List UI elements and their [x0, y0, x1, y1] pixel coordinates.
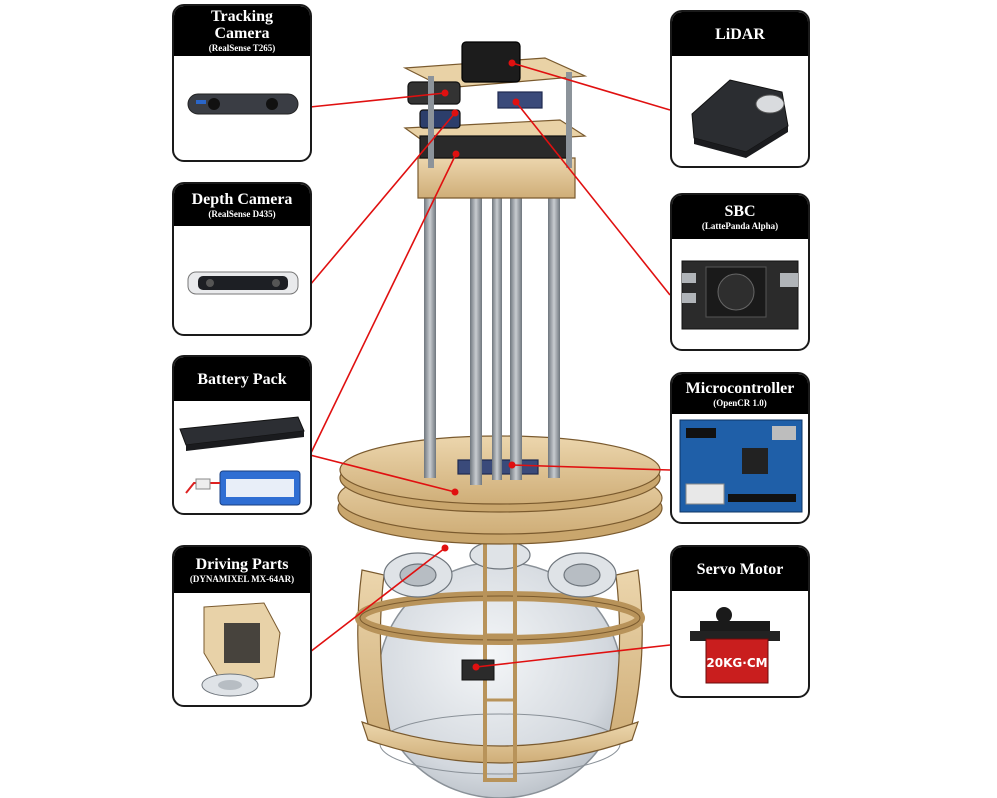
card-title: Driving Parts	[195, 555, 289, 573]
card-subtitle: (LattePanda Alpha)	[701, 220, 779, 231]
card-title: Depth Camera	[191, 190, 293, 208]
callout-dots	[441, 59, 520, 671]
card-title: Tracking Camera	[211, 8, 273, 42]
card-title: Servo Motor	[696, 560, 784, 578]
card-subtitle: (OpenCR 1.0)	[713, 397, 767, 408]
card-subtitle: (DYNAMIXEL MX-64AR)	[189, 573, 295, 584]
card-title: Microcontroller	[685, 379, 795, 397]
card-microcontroller: Microcontroller (OpenCR 1.0)	[670, 372, 810, 524]
tracking-camera-icon	[187, 93, 299, 115]
sbc-board-icon	[681, 260, 799, 330]
card-subtitle: (RealSense D435)	[208, 208, 276, 219]
card-subtitle: (RealSense T265)	[208, 43, 276, 53]
lower-frame	[355, 569, 645, 764]
card-battery-pack: Battery Pack	[172, 355, 312, 515]
card-title: LiDAR	[715, 25, 765, 43]
card-depth-camera: Depth Camera (RealSense D435)	[172, 182, 312, 336]
card-title: Battery Pack	[197, 370, 287, 388]
upper-housing	[402, 41, 588, 199]
driving-parts-icon	[201, 602, 281, 697]
card-title: SBC	[724, 202, 756, 220]
card-tracking-camera: Tracking Camera (RealSense T265)	[172, 4, 312, 162]
card-servo-motor: Servo Motor 20KG·CM	[670, 545, 810, 698]
card-sbc: SBC (LattePanda Alpha)	[670, 193, 810, 351]
callout-lines	[309, 62, 671, 668]
microcontroller-board-icon	[679, 419, 803, 513]
card-lidar: LiDAR	[670, 10, 810, 168]
support-rods	[424, 178, 560, 485]
servo-label: 20KG·CM	[706, 656, 767, 670]
battery-pack-icon	[179, 416, 305, 506]
depth-camera-icon	[187, 271, 299, 295]
lidar-icon	[691, 79, 789, 158]
card-driving-parts: Driving Parts (DYNAMIXEL MX-64AR)	[172, 545, 312, 707]
servo-motor-icon: 20KG·CM	[690, 607, 780, 684]
